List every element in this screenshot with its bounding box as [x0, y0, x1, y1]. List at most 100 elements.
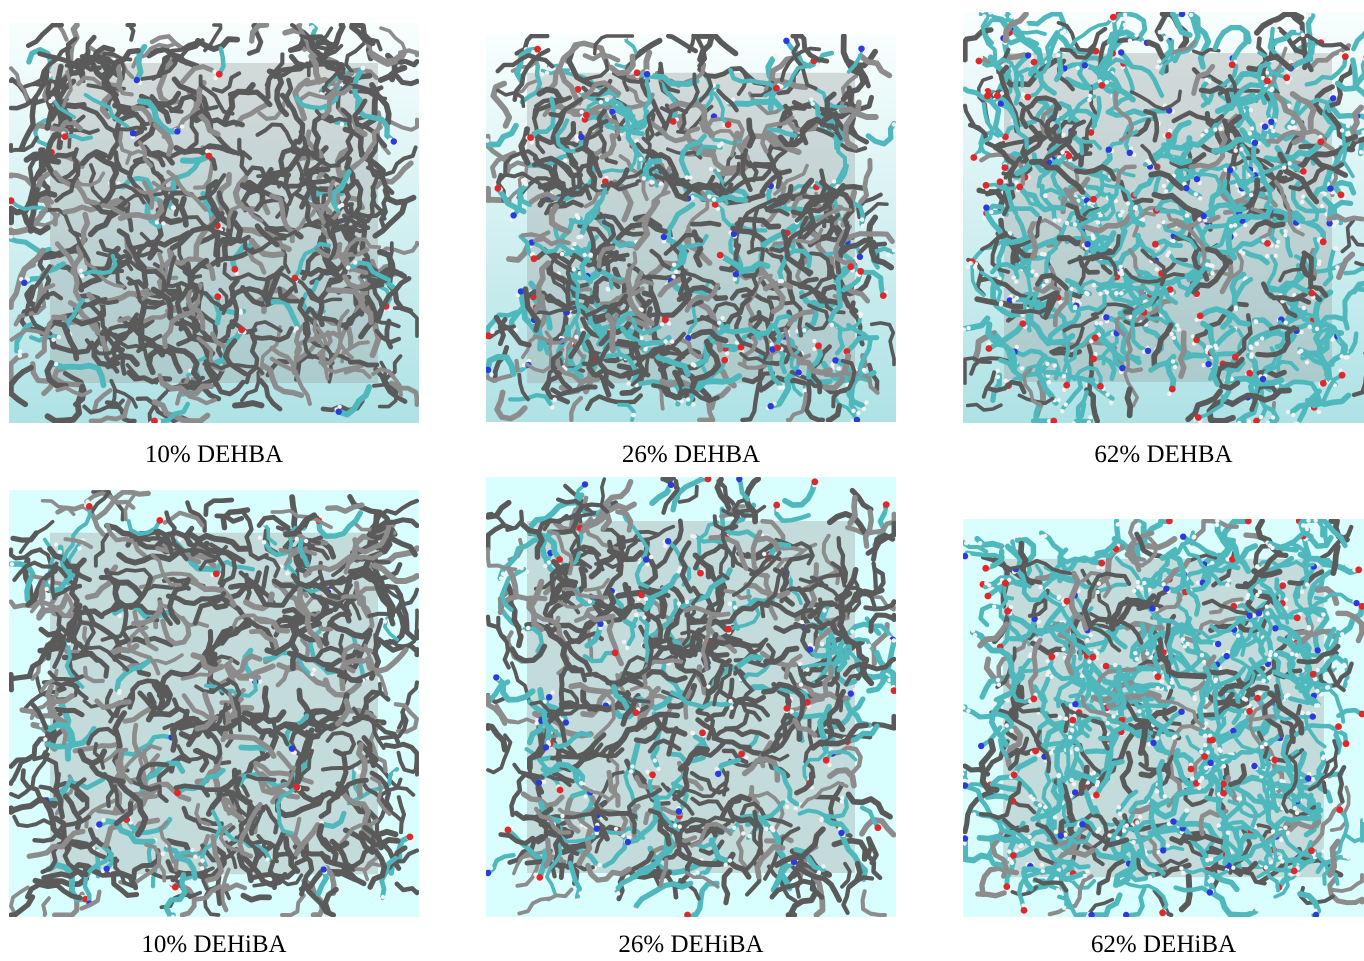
- hydrogen-atom: [822, 608, 827, 613]
- extractant-chain: [511, 188, 522, 218]
- solvent-chain: [38, 626, 67, 642]
- solvent-chain: [277, 286, 301, 304]
- hydrogen-atom: [1334, 669, 1340, 675]
- hydrogen-atom: [780, 385, 785, 390]
- solvent-chain: [256, 514, 291, 530]
- extractant-chain: [152, 401, 191, 423]
- oxygen-atom: [882, 501, 890, 508]
- hydrogen-atom: [670, 339, 675, 344]
- hydrogen-atom: [789, 709, 794, 714]
- hydrogen-atom: [1060, 409, 1065, 414]
- hydrogen-atom: [1136, 585, 1141, 590]
- solvent-chain: [531, 155, 583, 179]
- solvent-chain: [114, 388, 138, 409]
- nitrogen-atom: [1314, 647, 1321, 654]
- solvent-chain: [360, 568, 396, 627]
- solvent-chain: [1204, 246, 1234, 265]
- hydrogen-atom: [634, 612, 639, 617]
- solvent-chain: [718, 528, 730, 581]
- hydrogen-atom: [1003, 378, 1008, 383]
- hydrogen-atom: [199, 866, 205, 871]
- solvent-chain: [739, 351, 785, 366]
- solvent-chain: [263, 555, 281, 579]
- extractant-chain: [9, 198, 45, 211]
- hydrogen-atom: [1240, 191, 1245, 196]
- solvent-chain: [589, 808, 638, 820]
- solvent-chain: [95, 490, 151, 520]
- extractant-chain: [1297, 350, 1335, 367]
- solvent-chain: [23, 78, 61, 89]
- solvent-chain: [333, 748, 349, 801]
- hydrogen-atom: [582, 477, 587, 483]
- solvent-chain: [1027, 220, 1039, 261]
- hydrogen-atom: [1014, 180, 1019, 185]
- hydrogen-atom: [1286, 103, 1292, 108]
- solvent-chain: [723, 726, 770, 740]
- solvent-chain: [998, 64, 1010, 103]
- extractant-chain: [1105, 107, 1172, 118]
- extractant-chain: [1091, 354, 1117, 382]
- hydrogen-atom: [574, 213, 579, 218]
- solvent-chain: [246, 249, 267, 275]
- solvent-chain: [258, 377, 283, 412]
- hydrogen-atom: [1290, 119, 1296, 125]
- solvent-chain: [38, 784, 64, 804]
- solvent-chain: [682, 388, 720, 403]
- solvent-chain: [294, 330, 344, 355]
- extractant-chain: [984, 18, 1022, 45]
- solvent-chain: [1185, 388, 1223, 423]
- solvent-chain: [810, 722, 869, 751]
- extractant-chain: [620, 509, 650, 562]
- extractant-chain: [1034, 28, 1064, 79]
- solvent-chain: [83, 665, 105, 684]
- hydrogen-atom: [626, 381, 631, 386]
- hydrogen-atom: [602, 621, 607, 626]
- solvent-chain: [63, 793, 83, 831]
- solvent-chain: [86, 726, 118, 746]
- oxygen-atom: [1246, 707, 1253, 715]
- hydrogen-atom: [128, 820, 133, 825]
- extractant-chain: [1292, 584, 1313, 628]
- hydrogen-atom: [1014, 279, 1019, 284]
- hydrogen-atom: [583, 794, 588, 799]
- solvent-chain: [79, 889, 102, 911]
- extractant-chain: [1268, 280, 1315, 296]
- solvent-chain: [160, 615, 192, 647]
- solvent-chain: [186, 577, 237, 608]
- solvent-chain: [371, 617, 384, 655]
- solvent-chain: [699, 296, 752, 328]
- extractant-chain: [777, 248, 813, 284]
- solvent-chain: [830, 220, 847, 275]
- hydrogen-atom: [572, 241, 577, 247]
- solvent-chain: [684, 282, 720, 313]
- solvent-chain: [860, 889, 887, 917]
- solvent-chain: [359, 267, 407, 279]
- solvent-chain: [615, 509, 634, 533]
- solvent-chain: [596, 245, 616, 269]
- extractant-chain: [1105, 116, 1157, 154]
- oxygen-atom: [1317, 138, 1325, 146]
- solvent-chain: [862, 508, 874, 549]
- solvent-chain: [1327, 876, 1364, 906]
- solvent-chain: [44, 383, 86, 423]
- molecule-sticks: [963, 12, 1364, 423]
- hydrogen-atom: [1213, 677, 1219, 682]
- extractant-chain: [1172, 12, 1201, 64]
- solvent-chain: [731, 551, 782, 597]
- solvent-chain: [269, 356, 312, 406]
- solvent-chain: [194, 803, 211, 827]
- solvent-chain: [203, 357, 246, 397]
- hydrogen-atom: [1353, 563, 1358, 569]
- nitrogen-atom: [838, 829, 845, 837]
- extractant-chain: [1238, 150, 1255, 177]
- hydrogen-atom: [988, 12, 993, 15]
- extractant-chain: [1200, 202, 1247, 219]
- solvent-chain: [583, 577, 611, 592]
- solvent-chain: [25, 568, 58, 608]
- extractant-chain: [1208, 348, 1220, 387]
- solvent-chain: [536, 86, 564, 102]
- extractant-chain: [821, 815, 850, 835]
- extractant-chain: [990, 276, 1027, 318]
- solvent-chain: [985, 379, 1027, 395]
- solvent-chain: [1349, 104, 1364, 142]
